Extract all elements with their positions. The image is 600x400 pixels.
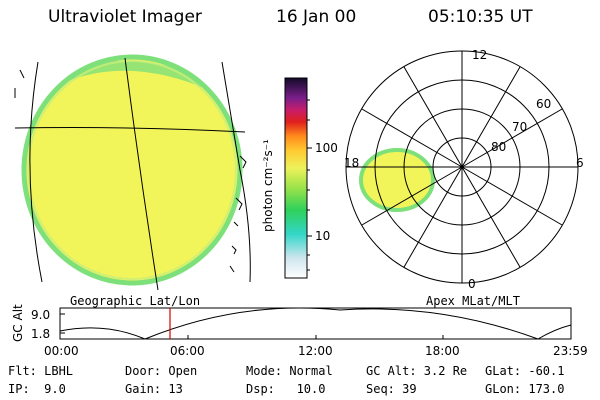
mlt-spokes — [346, 51, 578, 283]
door-value: Door: Open — [125, 364, 198, 378]
mlat-label-70: 70 — [512, 120, 528, 134]
time-tick-0600: 06:00 — [170, 344, 205, 358]
seq-value: Seq: 39 — [366, 382, 417, 396]
gc-alt-value: GC Alt: 3.2 Re — [366, 364, 468, 378]
glat-value: GLat: -60.1 — [485, 364, 565, 378]
longitude-line — [124, 57, 159, 291]
time-tick-1200: 12:00 — [298, 344, 333, 358]
color-bar — [284, 77, 312, 279]
filter-value: Flt: LBHL — [8, 364, 74, 378]
color-scale — [284, 77, 308, 279]
glon-value: GLon: 173.0 — [485, 382, 565, 396]
altitude-trace — [59, 307, 572, 340]
colorbar-tick-100: 100 — [315, 141, 338, 155]
mode-value: Mode: Normal — [246, 364, 333, 378]
time-tick-2359: 23:59 — [553, 344, 588, 358]
geographic-map-label: Geographic Lat/Lon — [70, 294, 201, 308]
mlt-label-18: 18 — [344, 156, 360, 170]
colorbar-tick-10: 10 — [315, 229, 331, 243]
mlt-label-12: 12 — [472, 48, 488, 62]
longitude-line — [29, 61, 43, 283]
auroral-oval — [359, 148, 435, 212]
instrument-title: Ultraviolet Imager — [48, 7, 202, 27]
ip-value: IP: 9.0 — [8, 382, 66, 396]
latitude-line — [14, 127, 246, 133]
image-date: 16 Jan 00 — [276, 7, 357, 27]
dsp-value: Dsp: 10.0 — [246, 382, 326, 396]
image-time: 05:10:35 UT — [428, 7, 533, 27]
aurora-image-disk — [21, 54, 243, 286]
geographic-image — [14, 54, 251, 291]
mlat-label-60: 60 — [536, 97, 552, 111]
time-tick-0000: 00:00 — [44, 344, 79, 358]
coastline-fragment — [229, 155, 247, 273]
time-tick-1800: 18:00 — [425, 344, 460, 358]
colorbar-unit-label: photon cm⁻²s⁻¹ — [261, 139, 275, 232]
apex-map-label: Apex MLat/MLT — [426, 294, 520, 308]
altitude-plot — [59, 307, 572, 340]
mlat-label-80: 80 — [491, 140, 507, 154]
altitude-tick-high: 9.0 — [31, 308, 51, 322]
polar-plot — [345, 50, 579, 284]
gain-value: Gain: 13 — [125, 382, 183, 396]
altitude-tick-low: 1.8 — [31, 327, 51, 341]
mlt-label-6: 6 — [576, 156, 584, 170]
aurora-rim-top — [60, 60, 215, 91]
mlt-label-0: 0 — [468, 277, 476, 291]
longitude-line — [221, 61, 251, 283]
altitude-axis-label: GC Alt — [11, 304, 25, 342]
altitude-frame — [59, 307, 572, 340]
geographic-grid — [14, 57, 251, 291]
